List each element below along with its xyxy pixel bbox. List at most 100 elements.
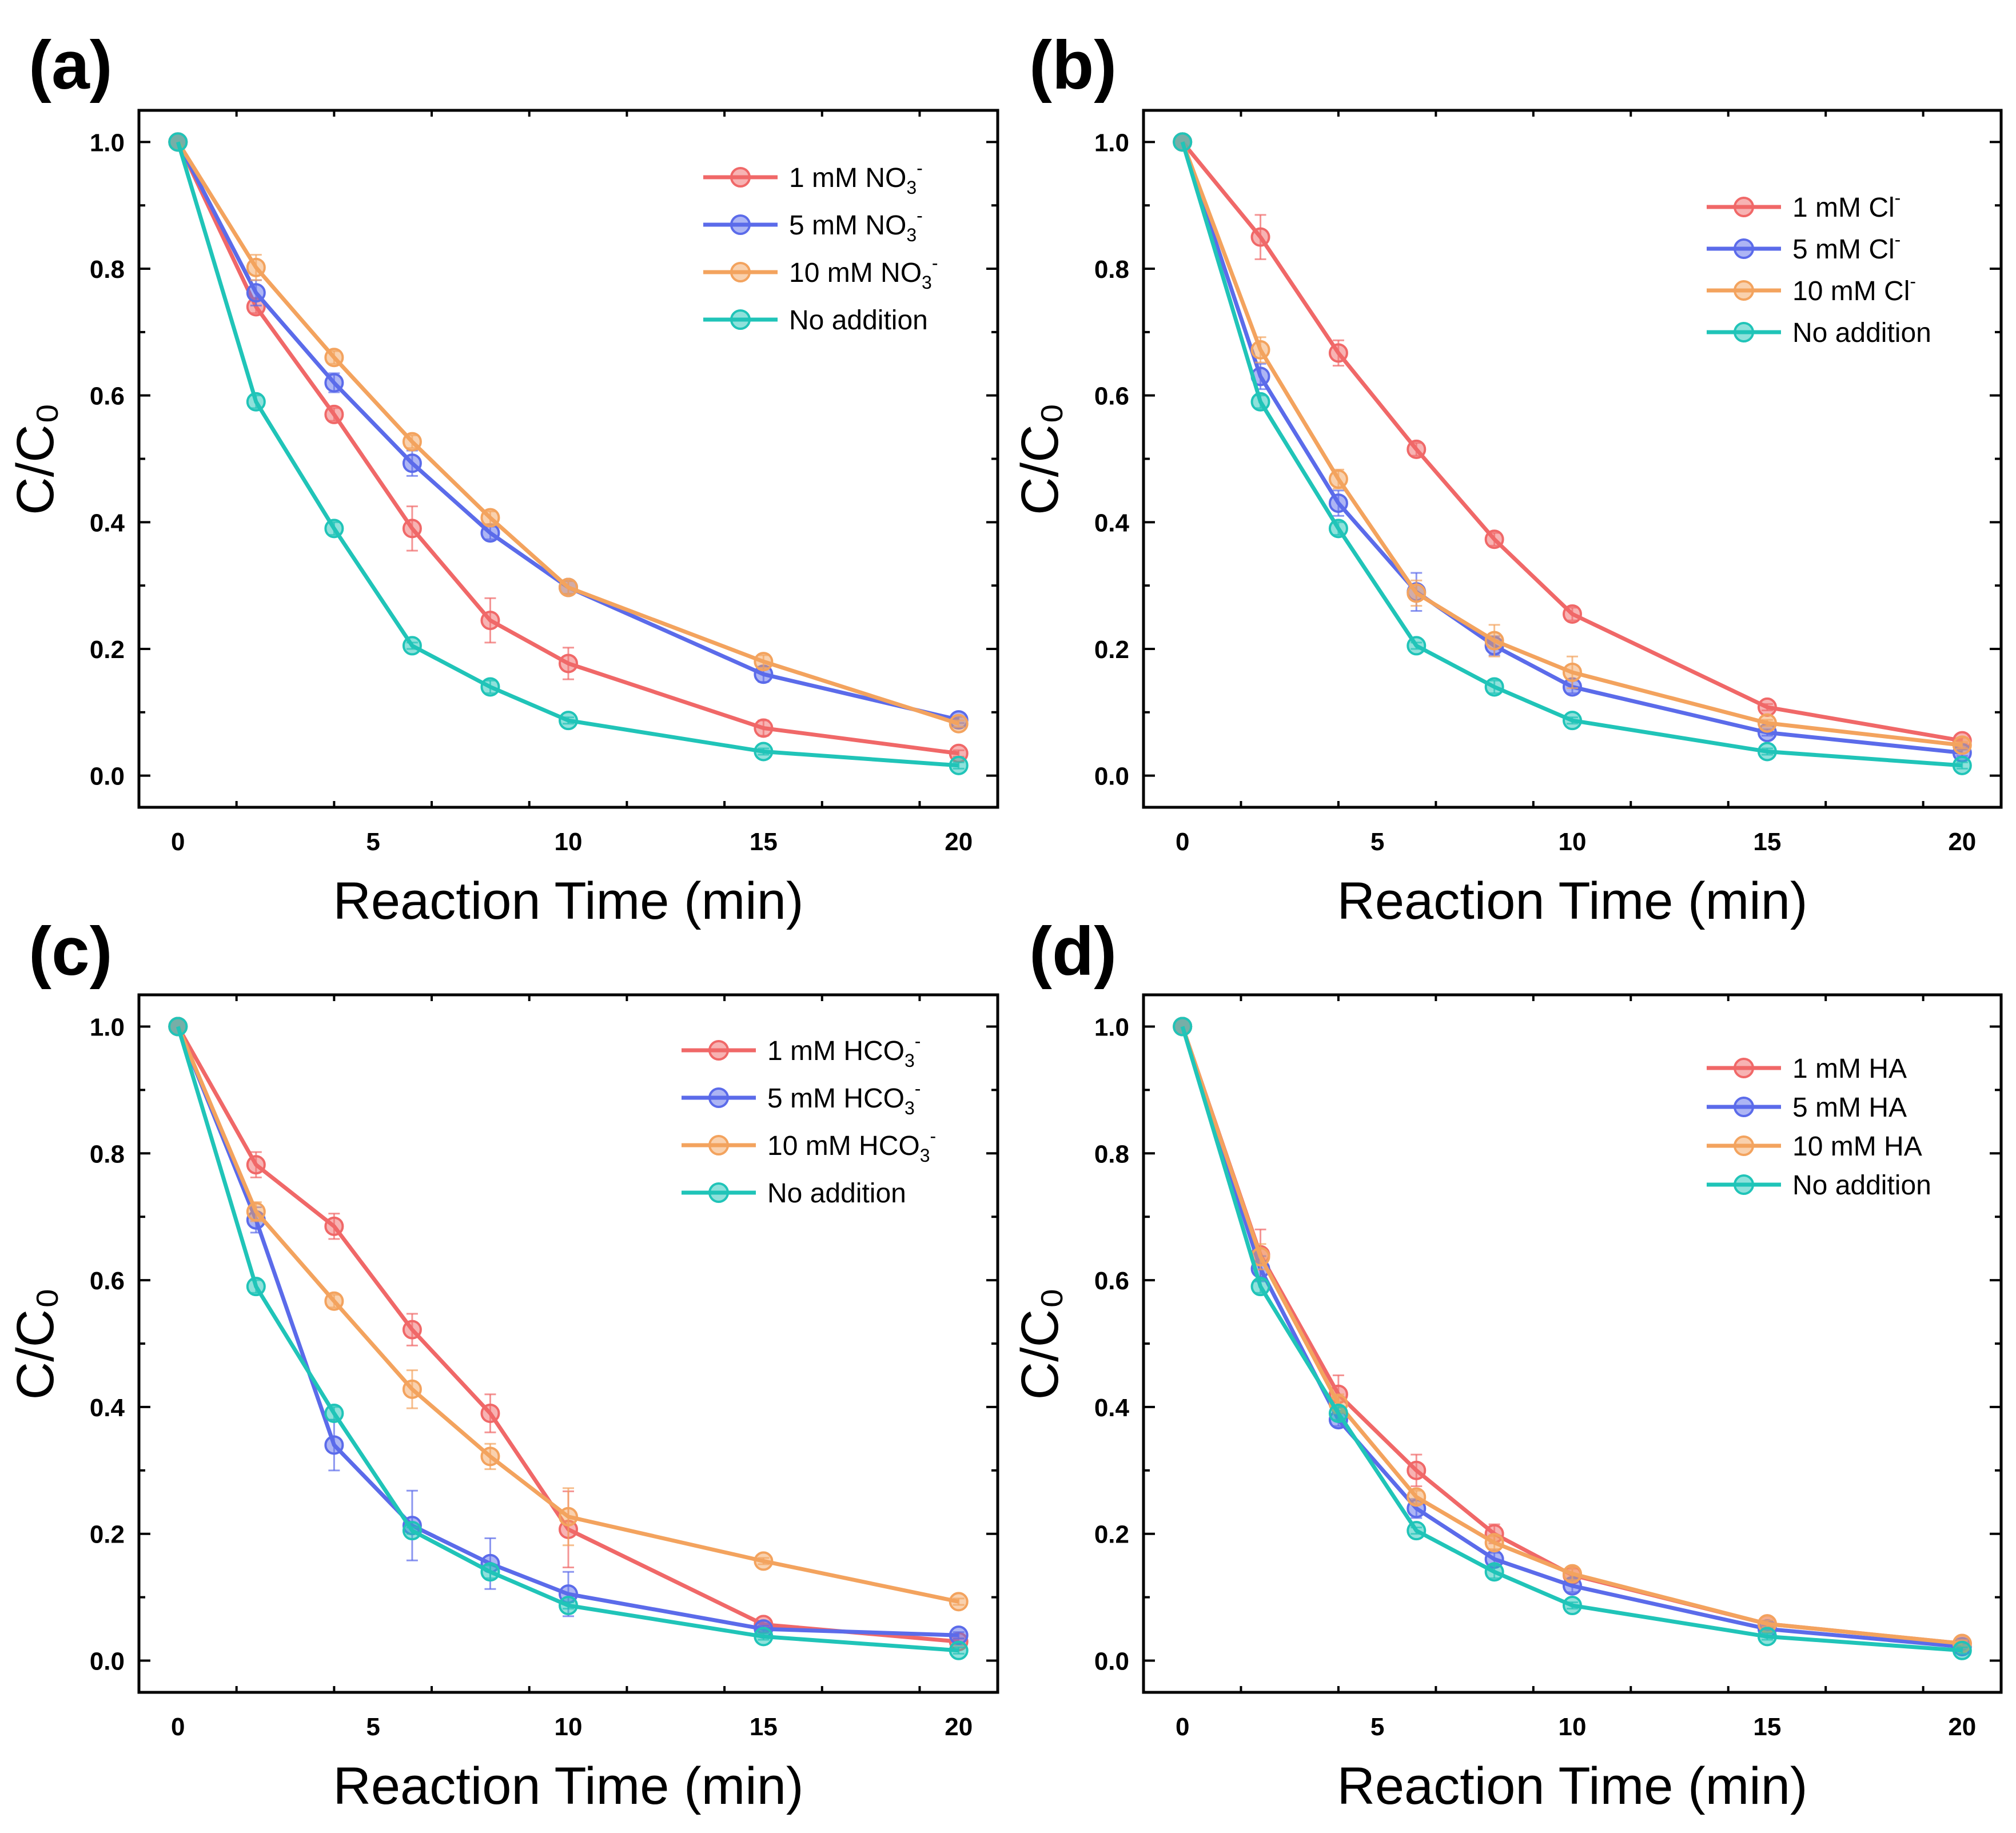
x-tick-label: 5 <box>366 1713 380 1741</box>
legend-swatch-marker <box>730 214 751 235</box>
legend-label: 5 mM HA <box>1792 1093 1907 1123</box>
data-point <box>1173 132 1193 152</box>
legend-subscript: 3 <box>922 272 932 293</box>
legend-label: 1 mM HA <box>1792 1054 1907 1084</box>
x-tick-label: 5 <box>1370 1713 1384 1741</box>
legend: 1 mM NO3- 5 mM NO3- 10 mM NO3- No addition <box>703 158 938 336</box>
data-point <box>559 1596 578 1616</box>
series-2 <box>168 1017 969 1612</box>
legend-subscript: 3 <box>905 1050 915 1071</box>
data-point <box>168 1017 188 1037</box>
data-point <box>324 373 344 393</box>
data-point <box>402 453 422 473</box>
legend-swatch-marker <box>1734 280 1754 301</box>
panel-label: (b) <box>1029 27 1117 103</box>
y-tick-label: 0.0 <box>1094 763 1129 791</box>
x-axis-title: Reaction Time (min) <box>1337 872 1807 930</box>
data-point <box>1407 583 1427 603</box>
data-point <box>324 1435 344 1455</box>
y-tick-label: 1.0 <box>90 1013 125 1041</box>
data-point <box>402 636 422 656</box>
legend-label: 10 mM NO3- <box>789 253 938 293</box>
legend-swatch-marker <box>708 1040 729 1061</box>
legend-label: 1 mM NO3- <box>789 158 923 198</box>
y-tick-label: 1.0 <box>90 129 125 157</box>
legend-label: 5 mM Cl- <box>1792 229 1901 265</box>
data-point <box>246 283 266 303</box>
series-line <box>1180 141 1963 747</box>
data-point <box>1563 711 1582 731</box>
data-point <box>949 1592 969 1612</box>
legend-superscript: - <box>1895 229 1901 250</box>
data-point <box>1250 1277 1270 1297</box>
data-point <box>1952 1640 1972 1660</box>
data-point <box>754 718 774 738</box>
y-axis-title: C/C₀ <box>1011 403 1069 515</box>
data-point <box>480 508 500 528</box>
y-tick-label: 0.4 <box>90 509 125 537</box>
legend-superscript: - <box>932 253 938 273</box>
x-tick-label: 10 <box>1559 828 1587 856</box>
legend-superscript: - <box>917 205 923 226</box>
chart-panel-c: (c) 0 5 10 15 20 0.0 0.2 0.4 0.6 0.8 1.0 Reaction Ti… <box>6 913 999 1815</box>
data-point <box>1407 1460 1427 1480</box>
data-point <box>1407 636 1427 656</box>
legend-swatch-marker <box>1734 197 1754 217</box>
y-tick-label: 0.6 <box>1094 1267 1129 1295</box>
legend: 1 mM HCO3- 5 mM HCO3- 10 mM HCO3- No additi… <box>682 1031 936 1209</box>
y-tick-label: 0.4 <box>1094 509 1130 537</box>
data-point <box>1484 1533 1504 1553</box>
legend-swatch-marker <box>708 1135 729 1155</box>
series-line <box>1180 1026 1963 1653</box>
data-point <box>559 577 578 597</box>
x-axis-title: Reaction Time (min) <box>333 872 803 930</box>
data-point <box>324 1216 344 1236</box>
legend-label: 10 mM HCO3- <box>767 1126 936 1166</box>
data-point <box>480 1404 500 1423</box>
panel-label: (d) <box>1029 913 1117 990</box>
legend-label: No addition <box>1792 1170 1931 1201</box>
chart-panel-a: (a) 0 5 10 15 20 0.0 0.2 0.4 0.6 0.8 1.0 Reaction Ti… <box>6 27 999 930</box>
legend-subscript: 3 <box>906 225 917 245</box>
legend-subscript: 3 <box>920 1145 930 1166</box>
x-tick-label: 15 <box>1753 828 1781 856</box>
x-tick-label: 20 <box>945 1713 973 1741</box>
legend-label: No addition <box>767 1178 906 1209</box>
data-point <box>949 714 969 734</box>
y-tick-label: 0.2 <box>1094 1521 1129 1549</box>
data-point <box>480 1447 500 1467</box>
data-point <box>480 1562 500 1582</box>
series-line <box>1180 1026 1963 1649</box>
data-point <box>1757 713 1777 733</box>
series-line <box>176 141 959 768</box>
legend-subscript: 3 <box>906 177 917 198</box>
y-tick-label: 1.0 <box>1094 129 1129 157</box>
data-point <box>402 1320 422 1340</box>
x-tick-label: 10 <box>1559 1713 1587 1741</box>
data-point <box>1563 662 1582 682</box>
data-point <box>1407 1487 1427 1507</box>
series-line <box>176 1026 959 1653</box>
data-point <box>324 1404 344 1423</box>
legend-label: 5 mM NO3- <box>789 205 923 245</box>
x-tick-label: 15 <box>750 828 778 856</box>
data-point <box>559 1507 578 1527</box>
y-tick-label: 0.6 <box>90 1267 125 1295</box>
x-tick-label: 10 <box>555 828 583 856</box>
legend-label: 1 mM HCO3- <box>767 1031 921 1071</box>
x-tick-label: 0 <box>171 1713 185 1741</box>
data-point <box>1484 1562 1504 1582</box>
series-line <box>176 141 959 726</box>
series-line <box>176 141 959 756</box>
data-point <box>324 1291 344 1311</box>
data-point <box>1757 1627 1777 1647</box>
x-tick-label: 10 <box>555 1713 583 1741</box>
y-tick-label: 0.8 <box>1094 1140 1129 1168</box>
data-point <box>1407 439 1427 459</box>
data-point <box>754 1627 774 1647</box>
legend-label: 10 mM HA <box>1792 1131 1922 1162</box>
y-axis-title: C/C₀ <box>6 403 65 515</box>
series-line <box>176 141 959 722</box>
legend-label: 10 mM Cl- <box>1792 271 1916 306</box>
data-point <box>1328 469 1348 489</box>
